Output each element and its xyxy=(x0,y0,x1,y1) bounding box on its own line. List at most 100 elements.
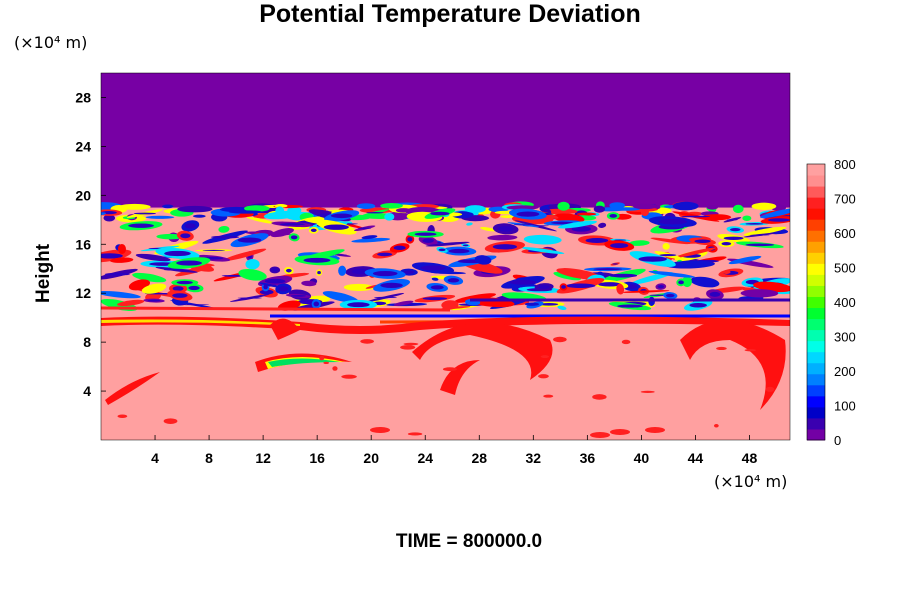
colorbar-tick-label: 0 xyxy=(834,433,841,448)
turbulence-core xyxy=(658,219,688,225)
boundary-blob xyxy=(732,204,744,214)
bottom-spot xyxy=(610,429,630,435)
turbulence-core xyxy=(694,239,711,243)
lower-spot xyxy=(621,339,631,345)
boundary-blob xyxy=(145,215,175,219)
boundary-blob xyxy=(640,208,649,217)
turbulence-core xyxy=(571,226,592,232)
colorbar-swatch xyxy=(807,285,825,297)
turbulence-core xyxy=(539,302,559,306)
turbulence-blob xyxy=(557,305,567,310)
bottom-spot xyxy=(590,432,610,438)
boundary-blob xyxy=(356,203,376,210)
lower-spot xyxy=(117,414,128,418)
turbulence-blob xyxy=(760,208,790,219)
heatmap-field xyxy=(101,73,790,440)
bottom-spot xyxy=(370,427,390,433)
turbulence-blob xyxy=(441,300,459,310)
lower-spot xyxy=(319,355,325,361)
turbulence-core xyxy=(745,222,764,225)
turbulence-core xyxy=(561,285,566,289)
boundary-blob xyxy=(162,204,174,209)
colorbar-swatch xyxy=(807,395,825,408)
turbulence-core xyxy=(726,219,738,221)
x-tick-label: 4 xyxy=(151,450,159,466)
turbulence-blob xyxy=(245,258,260,270)
turbulence-core xyxy=(659,254,677,257)
colorbar-swatch xyxy=(807,307,825,320)
turbulence-blob xyxy=(557,220,598,229)
x-axis-unit: (×10⁴ m) xyxy=(714,472,788,491)
lower-edge-band xyxy=(101,319,300,326)
boundary-blob xyxy=(557,201,570,211)
turbulence-blob xyxy=(628,240,650,246)
boundary-blob xyxy=(359,207,395,214)
turbulence-core xyxy=(393,245,406,251)
boundary-blob xyxy=(593,205,606,213)
lower-swirl xyxy=(680,320,786,410)
turbulence-blob xyxy=(301,280,317,287)
lower-spot xyxy=(713,423,719,428)
turbulence-core xyxy=(516,211,540,217)
turbulence-blob xyxy=(616,283,625,295)
colorbar-swatch xyxy=(807,406,825,419)
turbulence-core xyxy=(498,226,514,232)
turbulence-core xyxy=(237,297,262,299)
turbulence-blob xyxy=(393,300,414,306)
turbulence-blob xyxy=(425,241,470,247)
turbulence-core xyxy=(610,243,629,249)
turbulence-blob xyxy=(665,260,715,269)
turbulence-core xyxy=(176,280,193,285)
turbulence-core xyxy=(422,238,434,243)
turbulence-core xyxy=(598,282,621,287)
x-axis-ticks: 4 8 12 16 20 24 28 32 36 40 44 48 xyxy=(151,435,757,466)
boundary-blob xyxy=(384,213,395,221)
turbulence-core xyxy=(430,285,444,290)
lower-spot xyxy=(592,394,607,400)
boundary-blob xyxy=(103,214,115,222)
colorbar-swatch xyxy=(807,164,825,176)
colorbar-swatch xyxy=(807,219,825,231)
x-tick-label: 8 xyxy=(205,450,213,466)
turbulence-core xyxy=(551,221,573,225)
turbulence-core xyxy=(407,237,413,242)
colorbar-swatch xyxy=(807,296,825,309)
colorbar-tick-label: 800 xyxy=(834,157,856,172)
turbulence-core xyxy=(609,213,618,218)
lower-swirl xyxy=(105,372,160,405)
turbulence-blob xyxy=(218,225,230,233)
turbulence-blob xyxy=(650,237,691,245)
lower-edge-band xyxy=(101,316,790,334)
turbulence-core xyxy=(538,285,550,289)
turbulence-core xyxy=(372,270,398,277)
lower-spot xyxy=(716,346,727,351)
colorbar-swatch xyxy=(807,351,825,364)
turbulence-core xyxy=(347,302,370,308)
turbulence-core xyxy=(133,212,157,215)
boundary-blob xyxy=(632,203,657,210)
time-label: TIME = 800000.0 xyxy=(395,531,543,552)
turbulence-core xyxy=(657,284,665,289)
turbulence-core xyxy=(612,263,619,265)
turbulence-core xyxy=(290,294,307,297)
lower-spot xyxy=(323,361,330,365)
turbulence-blob xyxy=(270,228,294,238)
boundary-blob xyxy=(742,215,752,221)
boundary-blob xyxy=(228,210,263,214)
lower-spot xyxy=(407,432,423,436)
colorbar-tick-label: 100 xyxy=(834,399,856,414)
boundary-blob xyxy=(609,202,625,209)
colorbar-swatch xyxy=(807,362,825,375)
lower-swirl xyxy=(412,322,553,380)
turbulence-core xyxy=(462,244,469,247)
turbulence-core xyxy=(317,270,321,275)
turbulence-core xyxy=(290,235,298,240)
turbulence-core xyxy=(237,237,262,243)
lower-spot xyxy=(640,390,655,393)
colorbar-swatch xyxy=(807,274,825,286)
turbulence-blob xyxy=(523,234,562,245)
plot-frame xyxy=(100,72,791,441)
boundary-blob xyxy=(464,205,486,213)
colorbar-swatch xyxy=(807,340,825,353)
boundary-blob xyxy=(576,212,597,216)
